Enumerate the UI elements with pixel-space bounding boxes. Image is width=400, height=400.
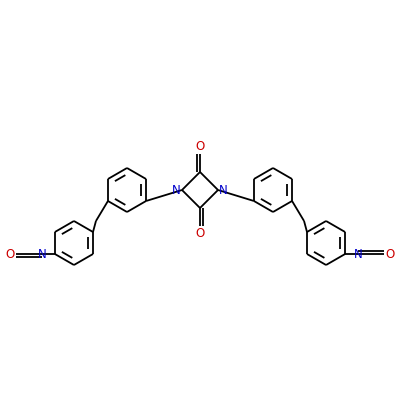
Text: O: O: [195, 140, 205, 153]
Text: N: N: [219, 184, 228, 196]
Text: O: O: [6, 248, 15, 260]
Text: N: N: [354, 248, 362, 260]
Text: N: N: [172, 184, 181, 196]
Text: N: N: [38, 248, 46, 260]
Text: O: O: [385, 248, 394, 260]
Text: O: O: [195, 227, 205, 240]
